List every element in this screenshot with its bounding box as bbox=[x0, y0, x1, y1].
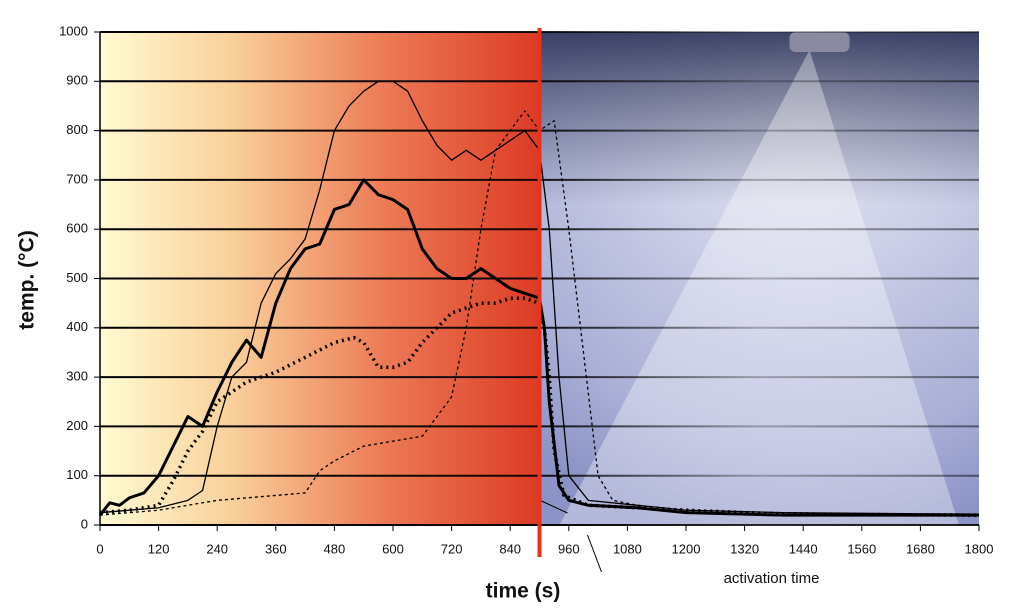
x-tick-label: 360 bbox=[265, 541, 287, 556]
x-tick-label: 1440 bbox=[789, 541, 818, 556]
x-tick-label: 480 bbox=[324, 541, 346, 556]
y-tick-label: 700 bbox=[66, 171, 88, 186]
annotation: activation time bbox=[724, 570, 820, 587]
annotation-leader bbox=[541, 500, 568, 514]
series-line bbox=[99, 80, 980, 515]
nozzle bbox=[789, 32, 850, 52]
axes: 0 100 200 300 400 500 600 700 800 900 1000 0 120 240 3… bbox=[59, 23, 993, 587]
x-tick-label: 1200 bbox=[672, 541, 701, 556]
lines bbox=[98, 80, 980, 517]
series-line bbox=[99, 296, 980, 517]
x-axis-title: time (s) bbox=[486, 580, 561, 603]
spray-cone bbox=[559, 50, 959, 525]
x-tick-label: 960 bbox=[558, 541, 580, 556]
x-tick-label: 1560 bbox=[847, 541, 876, 556]
x-tick-label: 0 bbox=[96, 541, 103, 556]
y-tick-label: 800 bbox=[66, 122, 88, 137]
y-tick-label: 1000 bbox=[59, 23, 88, 38]
x-tick-label: 720 bbox=[441, 541, 463, 556]
y-tick-label: 200 bbox=[66, 418, 88, 433]
y-axis-title: temp. (°C) bbox=[16, 230, 39, 329]
y-tick-label: 500 bbox=[66, 270, 88, 285]
x-tick-label: 120 bbox=[148, 541, 170, 556]
x-tick-label: 1320 bbox=[730, 541, 759, 556]
y-tick-label: 400 bbox=[66, 319, 88, 334]
y-tick-label: 600 bbox=[66, 221, 88, 236]
annotation-leader bbox=[587, 534, 602, 573]
x-tick-label: 1800 bbox=[965, 541, 994, 556]
y-tick-label: 300 bbox=[66, 369, 88, 384]
x-tick-label: 840 bbox=[499, 541, 521, 556]
x-tick-label: 1080 bbox=[613, 541, 642, 556]
series-line bbox=[99, 110, 980, 516]
x-tick-label: 600 bbox=[382, 541, 404, 556]
y-tick-label: 0 bbox=[81, 516, 88, 531]
y-tick-label: 900 bbox=[66, 73, 88, 88]
x-tick-label: 1680 bbox=[906, 541, 935, 556]
y-tick-label: 100 bbox=[66, 467, 88, 482]
x-tick-label: 240 bbox=[206, 541, 228, 556]
